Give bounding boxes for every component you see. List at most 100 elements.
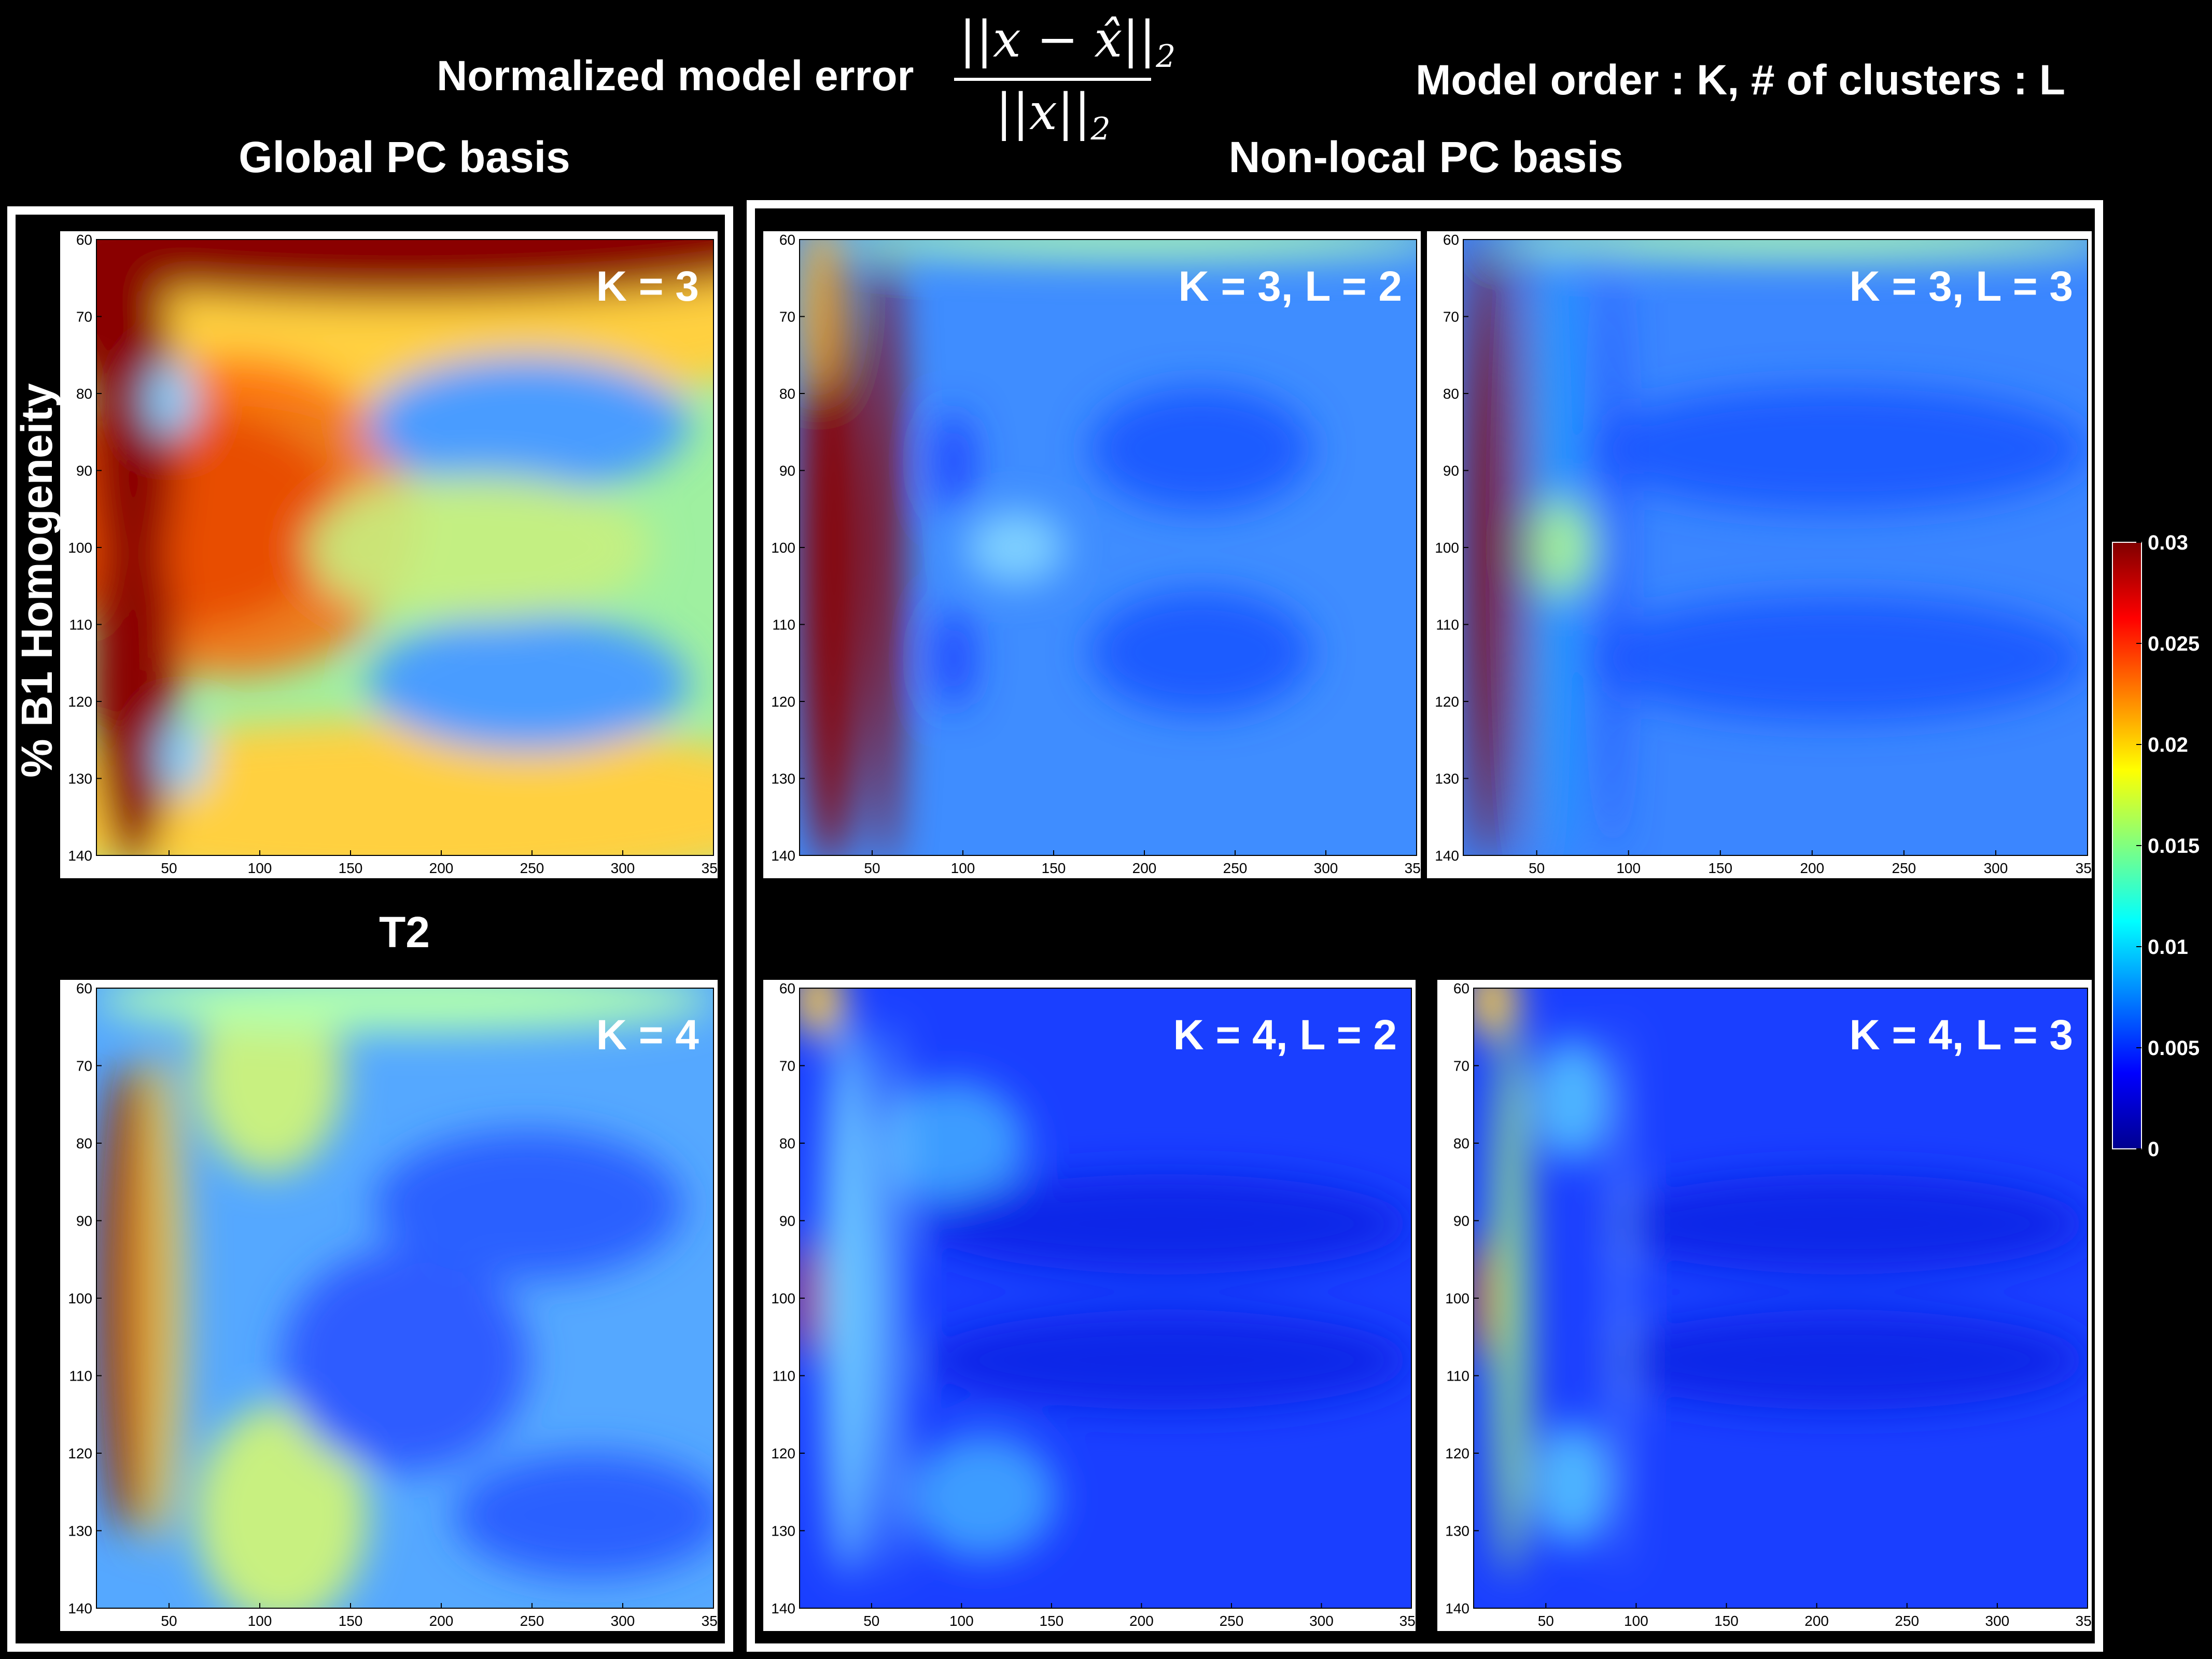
- heatmap-region: [1600, 240, 1626, 855]
- formula-numerator: ||x − x̂||: [959, 10, 1156, 68]
- x-tick-label: 50: [161, 1613, 177, 1629]
- x-tick-label: 250: [1892, 860, 1916, 876]
- y-tick-label: 120: [68, 1445, 92, 1461]
- y-tick-label: 140: [1445, 1600, 1469, 1616]
- x-tick-label: 150: [1042, 860, 1066, 876]
- figure-title: Normalized model error: [437, 52, 914, 100]
- heatmap-region: [368, 615, 689, 751]
- plot-global-k4: 60 70 80 90 100 110 120 130 140 50 100 150 200 250 300…: [60, 980, 718, 1631]
- heatmap-region: [96, 240, 713, 301]
- colorbar-tick-label: 0.01: [2148, 936, 2188, 959]
- y-tick-label: 90: [779, 1213, 795, 1229]
- heatmap-region: [127, 1050, 189, 1546]
- section-title-nonlocal: Non-local PC basis: [1228, 133, 1623, 181]
- y-tick-label: 60: [779, 232, 795, 248]
- colorbar: 0 0.005 0.01 0.015 0.02 0.025 0.03: [2112, 534, 2200, 1161]
- heatmap-region: [909, 1435, 1057, 1559]
- panel-label: K = 3, L = 3: [1849, 263, 2073, 310]
- y-tick-label: 130: [1445, 1523, 1469, 1539]
- heatmap-region: [800, 240, 843, 393]
- heatmap-region: [922, 1310, 1411, 1410]
- y-tick-label: 70: [779, 309, 795, 325]
- x-tick-label: 50: [1529, 860, 1545, 876]
- y-tick-label: 60: [779, 980, 795, 996]
- heatmap-region: [1510, 240, 1529, 855]
- x-tick-label: 200: [1129, 1613, 1154, 1629]
- x-tick-label: 350: [702, 1613, 718, 1629]
- heatmap-region: [922, 1174, 1411, 1274]
- x-tick-label: 50: [1538, 1613, 1554, 1629]
- heatmap-region: [146, 362, 195, 437]
- heatmap-region: [96, 988, 713, 1032]
- colorbar-tick-label: 0: [2148, 1138, 2159, 1161]
- heatmap-region: [830, 240, 1417, 258]
- heatmap-region: [96, 720, 713, 855]
- x-tick-label: 250: [520, 860, 544, 876]
- x-tick-label: 300: [611, 860, 635, 876]
- x-tick-label: 300: [1309, 1613, 1334, 1629]
- y-tick-label: 140: [1435, 848, 1459, 864]
- heatmap-region: [158, 720, 208, 794]
- plot-nonlocal-k3-l3: 60 70 80 90 100 110 120 130 140 50 100 150 200 250 300…: [1427, 231, 2092, 878]
- formula-denominator-sub: 2: [1090, 111, 1111, 148]
- heatmap-region: [800, 240, 861, 855]
- heatmap-region: [870, 240, 902, 855]
- panel-label: K = 4: [596, 1011, 699, 1059]
- y-tick-label: 120: [771, 1445, 795, 1461]
- heatmap-region: [1596, 1174, 2088, 1274]
- y-tick-label: 100: [68, 1290, 92, 1306]
- heatmap-background: [800, 988, 1411, 1608]
- x-tick-label: 150: [1714, 1613, 1739, 1629]
- y-tick-label: 110: [69, 617, 92, 633]
- y-tick-label: 130: [68, 1523, 92, 1539]
- x-tick-label: 100: [951, 860, 975, 876]
- heatmap-region: [1532, 498, 1594, 597]
- y-tick-label: 80: [779, 1135, 795, 1151]
- x-tick-label: 150: [1708, 860, 1732, 876]
- y-tick-label: 130: [771, 771, 795, 787]
- heatmap-region: [96, 240, 177, 609]
- y-tick-label: 60: [76, 980, 92, 996]
- y-tick-label: 110: [772, 1368, 795, 1384]
- heatmap-region: [195, 1403, 368, 1608]
- y-tick-label: 80: [76, 1135, 92, 1151]
- y-tick-label: 70: [76, 1058, 92, 1074]
- x-tick-label: 200: [429, 860, 454, 876]
- plot-nonlocal-k4-l2: 60 70 80 90 100 110 120 130 140 50 100 150 200 250 300…: [763, 980, 1416, 1631]
- heatmap-region: [800, 988, 843, 1038]
- y-tick-label: 120: [771, 694, 795, 710]
- heatmap-region: [454, 1453, 713, 1578]
- formula-denominator: ||x||: [996, 83, 1091, 141]
- y-tick-label: 90: [1443, 463, 1459, 479]
- heatmap-region: [1474, 988, 1517, 1038]
- y-tick-label: 140: [771, 1600, 795, 1616]
- section-title-global: Global PC basis: [239, 133, 570, 181]
- formula-numerator-sub: 2: [1156, 38, 1176, 75]
- svg-text:% B1 Homogeneity: % B1 Homogeneity: [12, 383, 61, 778]
- heatmap-region: [1613, 1019, 1629, 1578]
- heatmap-region: [1089, 387, 1312, 511]
- y-tick-label: 140: [771, 848, 795, 864]
- panel-label: K = 3, L = 2: [1178, 263, 1402, 310]
- x-tick-label: 350: [1399, 1613, 1416, 1629]
- colorbar-tick-label: 0.02: [2148, 734, 2188, 756]
- x-tick-label: 250: [1220, 1613, 1244, 1629]
- plot-nonlocal-k3-l2: 60 70 80 90 100 110 120 130 140 50 100 150 200 250 300…: [763, 231, 1421, 878]
- heatmap-nonlocal-k3-l2: 60 70 80 90 100 110 120 130 140 50 100 150 200 250 300…: [771, 232, 1421, 876]
- y-tick-label: 60: [1453, 980, 1469, 996]
- y-tick-label: 100: [771, 540, 795, 556]
- fraction-bar: [954, 78, 1151, 81]
- heatmap-region: [1535, 1037, 1609, 1162]
- x-tick-label: 200: [1132, 860, 1157, 876]
- heatmap-region: [935, 412, 973, 511]
- y-tick-label: 60: [1443, 232, 1459, 248]
- x-tick-label: 150: [1040, 1613, 1064, 1629]
- y-tick-label: 100: [1435, 540, 1459, 556]
- heatmap-nonlocal-k4-l3: 60 70 80 90 100 110 120 130 140 50 100 150 200 250 300…: [1445, 980, 2092, 1629]
- y-tick-label: 70: [1453, 1058, 1469, 1074]
- y-tick-label: 100: [1445, 1290, 1469, 1306]
- y-tick-label: 90: [76, 1213, 92, 1229]
- y-tick-label: 140: [68, 1600, 92, 1616]
- x-axis-label: T2: [379, 908, 430, 957]
- y-tick-label: 130: [1435, 771, 1459, 787]
